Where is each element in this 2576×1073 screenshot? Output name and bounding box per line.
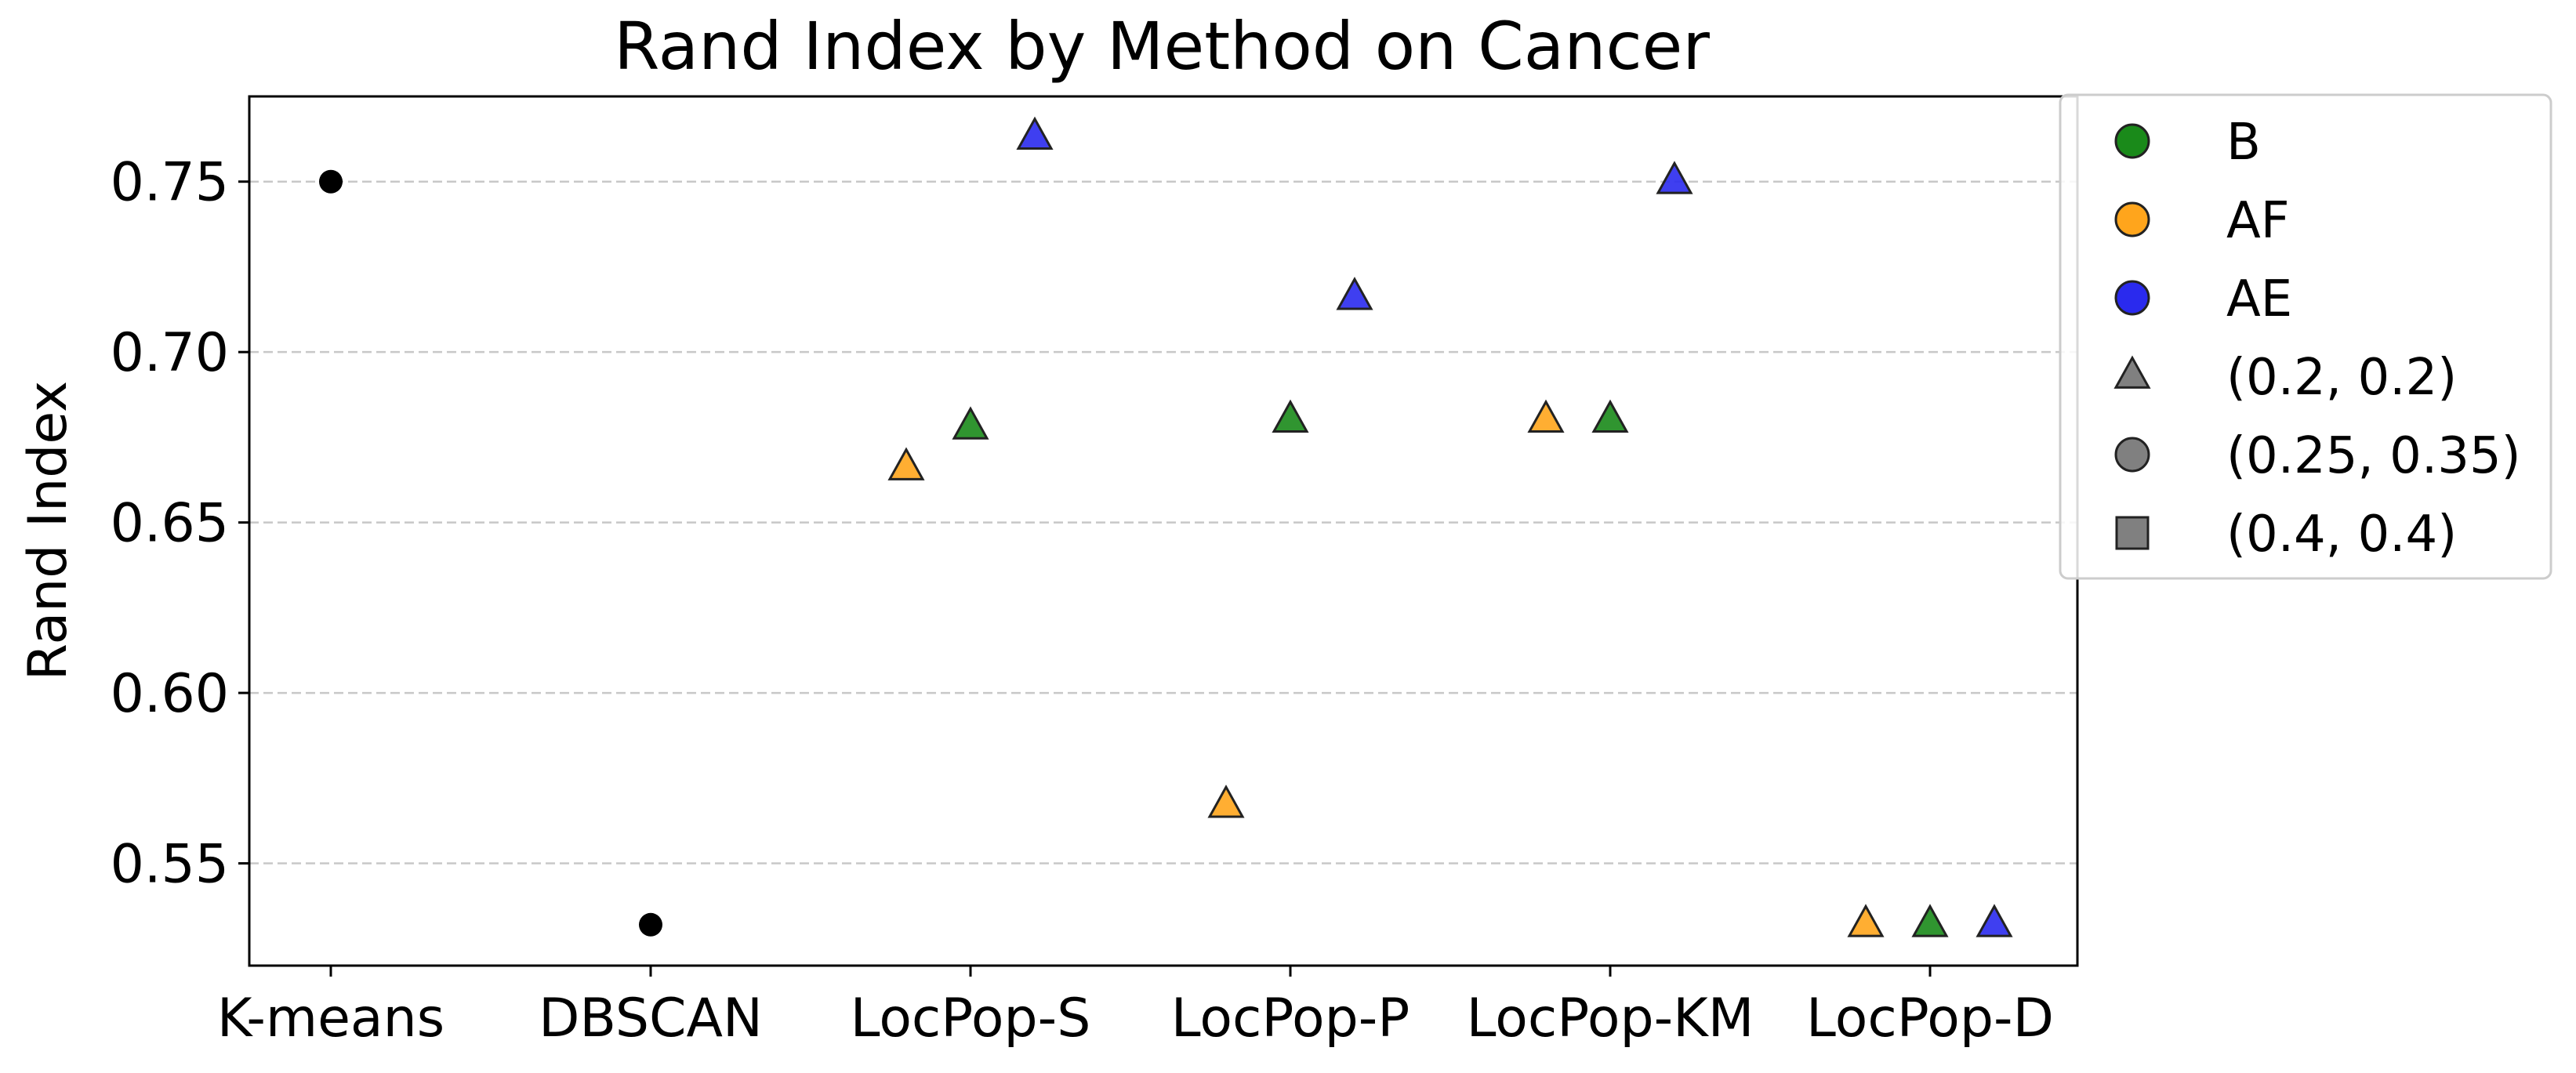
y-tick-label: 0.60	[111, 663, 229, 725]
legend: B AF AE (0.2, 0.2) (0.25, 0.35) (0.4, 0.4)	[2059, 93, 2552, 580]
y-tick-label: 0.65	[111, 493, 229, 555]
data-point-locpop-s-b	[952, 406, 989, 440]
x-tick-label: DBSCAN	[539, 988, 763, 1049]
data-point-locpop-d-ae	[1976, 904, 2013, 937]
chart-title: Rand Index by Method on Cancer	[614, 8, 1710, 85]
data-point-locpop-p-af	[1207, 785, 1245, 818]
legend-label: AE	[2226, 270, 2292, 328]
x-tick-label: LocPop-S	[851, 988, 1091, 1049]
y-axis-label: Rand Index	[17, 381, 79, 681]
legend-box	[2059, 93, 2552, 580]
x-tick-label: LocPop-P	[1171, 988, 1410, 1049]
x-axis: K-means DBSCAN LocPop-S LocPop-P LocPop-KM Lo…	[217, 966, 2054, 1049]
legend-label: B	[2226, 114, 2261, 172]
legend-marker-triangle	[2113, 355, 2151, 389]
y-tick-label: 0.55	[111, 834, 229, 896]
y-tick-label: 0.75	[111, 152, 229, 214]
legend-marker-square	[2115, 516, 2150, 550]
legend-marker-circle	[2114, 437, 2150, 473]
data-point-locpop-p-ae	[1336, 277, 1373, 310]
data-point-k-means	[319, 169, 343, 194]
legend-marker-af	[2114, 201, 2150, 237]
plot-area-frame	[248, 95, 2079, 967]
data-point-dbscan	[639, 912, 662, 937]
x-tick-label: LocPop-KM	[1467, 988, 1754, 1049]
y-axis: 0.55 0.60 0.65 0.70 0.75	[111, 152, 249, 896]
data-point-locpop-d-b	[1911, 904, 1949, 937]
legend-label: (0.2, 0.2)	[2226, 349, 2457, 407]
data-point-locpop-s-af	[887, 447, 925, 480]
x-tick-label: K-means	[217, 988, 444, 1049]
data-point-locpop-km-af	[1527, 399, 1565, 433]
data-point-locpop-km-b	[1591, 399, 1629, 433]
data-point-locpop-s-ae	[1016, 116, 1054, 150]
legend-marker-ae	[2114, 280, 2150, 316]
data-points	[319, 116, 2013, 937]
legend-label: (0.25, 0.35)	[2226, 427, 2521, 485]
x-tick-label: LocPop-D	[1806, 988, 2054, 1049]
legend-label: AF	[2226, 192, 2290, 250]
y-tick-label: 0.70	[111, 322, 229, 384]
data-point-locpop-p-b	[1272, 399, 1309, 433]
gridlines	[249, 180, 2077, 865]
data-point-locpop-d-af	[1847, 904, 1885, 937]
data-point-locpop-km-ae	[1656, 161, 1693, 194]
legend-label: (0.4, 0.4)	[2226, 506, 2457, 564]
legend-marker-b	[2114, 123, 2150, 159]
